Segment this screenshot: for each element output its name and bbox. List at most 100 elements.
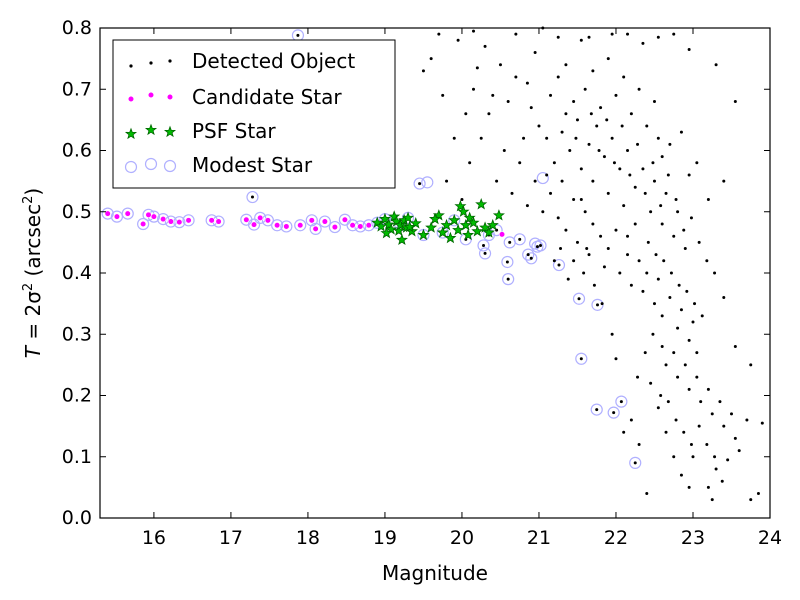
modest-star-point [536,171,549,185]
detected-object-point [468,161,472,165]
detected-object-point [577,297,581,301]
detected-object-point [654,253,658,257]
detected-object-point [522,136,526,140]
detected-object-point [622,75,626,79]
candidate-star-point [104,210,111,217]
detected-object-point [483,251,487,255]
modest-star-point [294,219,307,232]
psf-star-point [388,210,401,222]
detected-object-point [695,375,699,379]
detected-object-point [514,32,518,36]
detected-object-point [660,314,664,318]
modest-star-point [309,222,322,235]
detected-object-point [637,259,641,263]
detected-object-point [666,173,670,177]
modest-star-point [254,211,267,224]
psf-star-point [444,231,457,244]
legend-psf-star [124,127,138,140]
detected-object-point [618,167,622,171]
legend-marker-detected [129,59,172,68]
detected-object-point [602,265,606,269]
detected-object-point [579,357,583,361]
detected-object-point [591,179,595,183]
detected-object-point [672,455,676,459]
detected-object-point [597,149,601,152]
detected-object-point [572,198,576,201]
detected-object-point [689,443,693,446]
detected-object-point [637,87,641,91]
psf-star-point [482,226,495,238]
detected-object-point [697,240,701,244]
detected-object-point [445,179,449,183]
detected-object-point [579,198,583,201]
detected-object-point [587,35,591,39]
candidate-star-point [357,223,364,230]
modest-star-point [318,215,331,228]
detected-object-point [722,424,726,428]
detected-object-point [633,185,637,189]
candidate-star-point [215,218,222,225]
detected-object-point [706,387,710,391]
detected-object-point [610,332,614,336]
detected-object-point [589,112,593,116]
detected-object-point [502,149,506,152]
detected-object-point [628,173,632,177]
psf-star-point [380,226,393,239]
detected-object-point [645,124,649,128]
detected-object-point [549,93,553,97]
modest-star-point [101,207,114,220]
candidate-star-point [312,225,319,232]
modest-star-point [572,292,586,305]
modest-star-point [501,255,514,269]
detected-object-point [452,136,456,140]
detected-object-point [505,260,509,264]
detected-object-point [552,259,556,263]
detected-object-point [695,161,699,165]
detected-object-point [729,412,733,416]
detected-object-point [506,277,510,281]
detected-object-point [683,363,687,367]
detected-object-point [556,35,560,39]
x-tick-label: 23 [681,527,705,549]
detected-object-point [575,240,579,244]
detected-object-point [605,118,609,122]
psf-star-point [394,218,407,231]
detected-object-point [733,345,737,348]
detected-object-point [649,381,653,385]
detected-object-point [656,277,660,281]
detected-object-point [592,283,596,287]
detected-object-point [510,191,514,195]
modest-star-point [615,395,628,408]
psf-star-point [428,212,442,225]
detected-object-point [656,35,660,39]
candidate-star-point [321,218,328,225]
detected-object-point [749,498,753,502]
detected-object-point [633,461,637,465]
detected-object-point [591,222,595,226]
candidate-star-point [113,213,121,220]
detected-object-point [566,277,570,281]
psf-star-point [463,211,476,224]
modest-star-point [261,214,274,227]
candidate-star-point [274,222,281,229]
y-axis-unit-close: ) [21,188,45,196]
x-tick-label: 24 [758,527,782,549]
detected-object-point [652,179,656,183]
points-layer [101,26,764,502]
detected-object-point [749,363,753,367]
psf-star-point [459,218,472,231]
detected-object-point [560,179,564,183]
detected-object-point [533,179,537,183]
psf-star-point [452,223,465,236]
detected-object-point [614,228,618,232]
detected-object-point [714,467,718,471]
detected-object-point [552,161,556,165]
detected-object-point [606,247,610,250]
detected-object-point [687,485,691,489]
detected-object-point [421,69,425,73]
candidate-star-point [331,223,338,231]
detected-object-point [606,57,610,61]
detected-object-point [649,210,653,214]
x-tick-label: 20 [450,527,474,549]
y-tick-label: 0.0 [62,507,92,529]
